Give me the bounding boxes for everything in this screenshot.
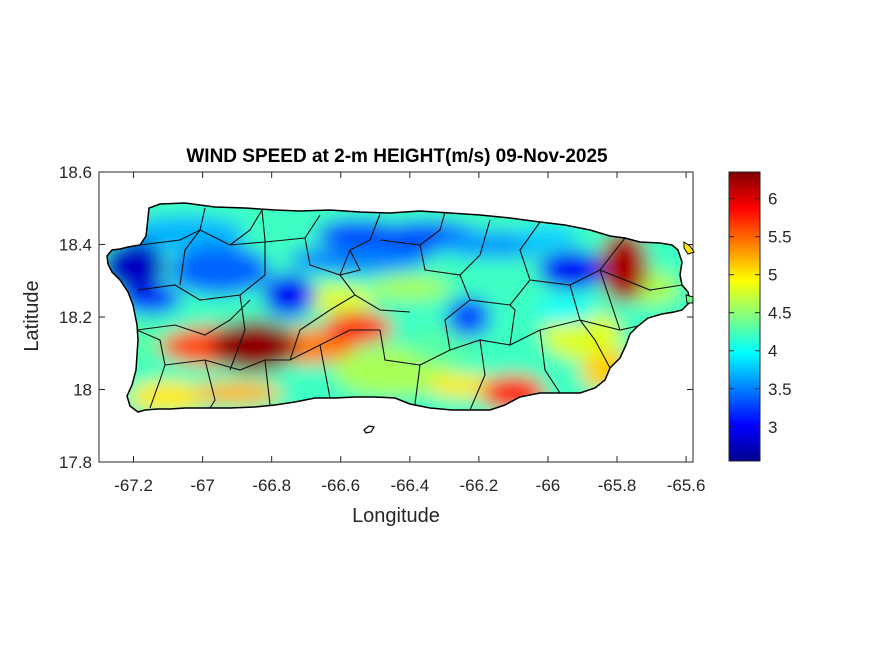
- municipality-boundary: [264, 359, 271, 406]
- municipality-boundary: [289, 294, 356, 361]
- colorbar-ticks: 3 3.5 4 4.5 5 5.5 6: [729, 190, 792, 437]
- x-tick-label: -66.2: [460, 476, 499, 495]
- colorbar: 3 3.5 4 4.5 5 5.5 6: [728, 171, 792, 462]
- municipality-boundary: [164, 329, 380, 371]
- central-north-low: [262, 273, 315, 318]
- municipality-boundary: [444, 299, 471, 351]
- y-tick-label: 18.2: [59, 308, 92, 327]
- municipality-boundary: [339, 213, 381, 276]
- north-coast-low: [316, 219, 401, 248]
- wind-field: [107, 203, 690, 412]
- island-coastline: [106, 202, 691, 413]
- colorbar-tick-label: 3.5: [768, 380, 792, 399]
- municipality-boundary: [199, 209, 263, 246]
- wind-field-patch: [409, 328, 480, 364]
- municipality-boundary: [229, 294, 246, 371]
- municipality-boundary: [599, 269, 621, 331]
- municipality-boundary: [599, 269, 683, 291]
- municipality-boundary: [579, 319, 611, 369]
- municipality-boundary: [229, 214, 321, 246]
- northeast-low: [538, 249, 607, 290]
- caja-de-muertos-islet: [363, 425, 375, 434]
- colorbar-tick-label: 5: [768, 266, 777, 285]
- y-tick-label: 18.6: [59, 163, 92, 182]
- east-central-low: [446, 297, 491, 337]
- colorbar-tick-label: 5.5: [768, 228, 792, 247]
- wind-field-patch: [288, 245, 429, 273]
- south-central-high: [324, 311, 393, 344]
- colorbar-gradient: [728, 171, 761, 462]
- x-axis-label: Longitude: [352, 505, 440, 527]
- x-axis: -67.2 -67 -66.8 -66.6 -66.4 -66.2 -66 -65.8 -65.…: [114, 172, 705, 495]
- x-tick-label: -65.8: [598, 476, 637, 495]
- municipality-boundary: [414, 364, 421, 405]
- wind-field-patch: [128, 380, 209, 412]
- municipality-boundary: [319, 344, 331, 399]
- municipality-boundary: [379, 319, 581, 366]
- municipality-boundary: [379, 211, 446, 246]
- municipality-boundary: [529, 237, 626, 286]
- colorbar-tick-label: 6: [768, 190, 777, 209]
- municipality-boundary: [304, 237, 411, 313]
- municipality-boundary: [459, 221, 541, 306]
- chart-title: WIND SPEED at 2-m HEIGHT(m/s) 09-Nov-202…: [186, 146, 608, 167]
- x-tick-label: -67: [190, 476, 215, 495]
- municipality-boundary: [179, 229, 201, 286]
- wind-field-patch: [369, 276, 450, 300]
- x-tick-label: -66.6: [321, 476, 360, 495]
- municipality-boundary: [339, 249, 361, 276]
- wind-field-patch: [535, 295, 596, 324]
- x-tick-label: -65.6: [667, 476, 706, 495]
- municipality-boundaries: [136, 207, 683, 411]
- east-islet: [685, 294, 694, 304]
- municipality-boundary: [136, 299, 251, 336]
- wind-field-patch: [169, 244, 270, 295]
- wind-field-patch: [517, 225, 578, 250]
- northeast-islet: [683, 241, 695, 255]
- wind-field-layers: [107, 203, 690, 412]
- wind-speed-map: [106, 202, 695, 434]
- y-tick-label: 18: [73, 381, 92, 400]
- y-axis: 17.8 18 18.2 18.4 18.6: [59, 163, 693, 472]
- municipality-boundary: [469, 339, 486, 411]
- colorbar-tick-label: 4.5: [768, 304, 792, 323]
- x-tick-label: -67.2: [114, 476, 153, 495]
- municipality-boundary: [136, 329, 166, 409]
- wind-field-patch: [426, 373, 497, 398]
- x-tick-label: -66: [536, 476, 561, 495]
- municipality-boundary: [204, 359, 216, 409]
- y-tick-label: 17.8: [59, 453, 92, 472]
- municipality-boundary: [539, 329, 561, 394]
- x-tick-label: -66.8: [252, 476, 291, 495]
- southwest-high: [212, 320, 297, 372]
- municipality-boundary: [139, 207, 206, 246]
- municipality-boundary: [569, 284, 639, 331]
- y-axis-label: Latitude: [21, 280, 43, 351]
- y-tick-label: 18.4: [59, 236, 92, 255]
- colorbar-tick-label: 3: [768, 418, 777, 437]
- municipality-boundary: [509, 304, 516, 346]
- colorbar-tick-label: 4: [768, 342, 777, 361]
- x-tick-label: -66.4: [390, 476, 429, 495]
